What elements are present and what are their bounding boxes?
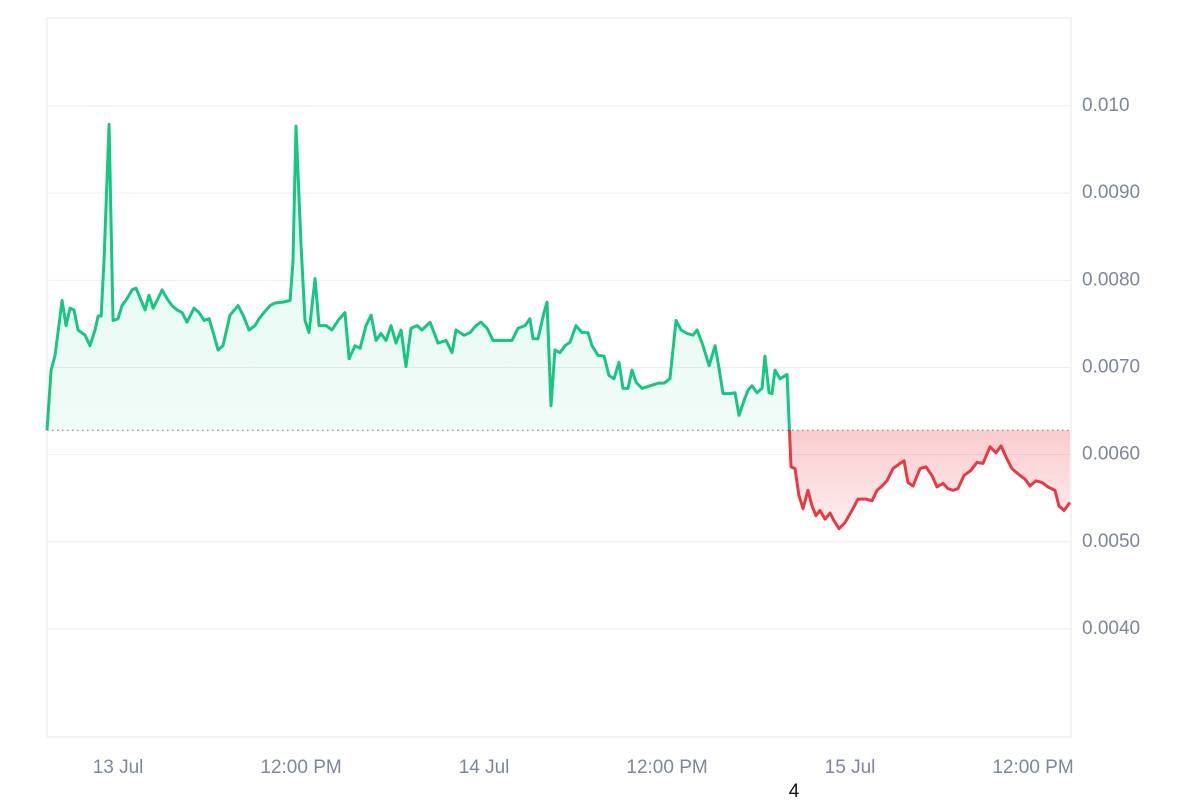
- y-tick-label: 0.0070: [1082, 356, 1140, 377]
- y-tick-label: 0.0080: [1082, 269, 1140, 290]
- y-tick-label: 0.010: [1082, 95, 1130, 116]
- y-tick-label: 0.0050: [1082, 531, 1140, 552]
- area: [47, 124, 1070, 529]
- annotation: 4: [789, 781, 800, 800]
- plot-frame: [46, 17, 1072, 738]
- x-tick-label: 12:00 PM: [992, 757, 1073, 778]
- x-tick-label: 12:00 PM: [260, 757, 341, 778]
- price-line: [45, 122, 1072, 531]
- y-tick-label: 0.0090: [1082, 182, 1140, 203]
- y-tick-label: 0.0040: [1082, 618, 1140, 639]
- x-tick-label: 13 Jul: [93, 757, 144, 778]
- x-tick-label: 12:00 PM: [626, 757, 707, 778]
- y-tick-label: 0.0060: [1082, 444, 1140, 465]
- x-tick-label: 14 Jul: [459, 757, 510, 778]
- x-tick-label: 15 Jul: [825, 757, 876, 778]
